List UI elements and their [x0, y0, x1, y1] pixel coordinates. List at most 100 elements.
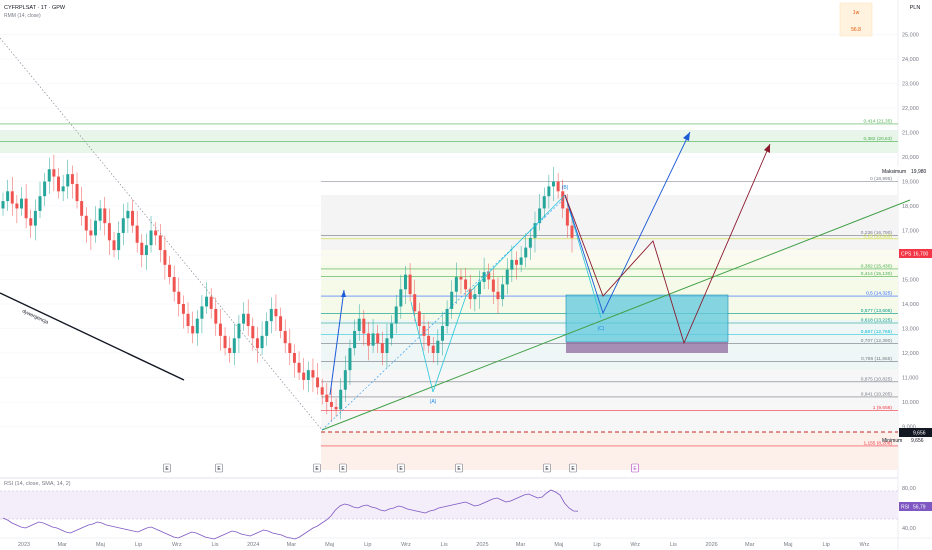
last-price-value: 9,656 [913, 431, 926, 437]
rsi-value-tag[interactable] [899, 502, 932, 511]
timeframe-label: 1w [853, 10, 860, 16]
candle-body [89, 230, 93, 236]
candle-body [66, 174, 70, 187]
time-tick-label: Wrz [860, 542, 870, 548]
wave-a-b-line[interactable] [432, 295, 467, 393]
candle-body [565, 208, 569, 226]
candle-body [135, 225, 139, 243]
impulse-arrow-line[interactable] [329, 289, 345, 396]
candle-body [255, 338, 259, 349]
fib-level-label: 0,707 (12,390) [861, 338, 893, 344]
fib-level-label: 0,618 (13,225) [861, 317, 893, 323]
price-axis-background[interactable] [898, 0, 932, 550]
event-marker[interactable] [215, 463, 223, 473]
event-marker-label: E [399, 466, 403, 472]
candle-body [191, 326, 195, 334]
wave-c-label: (C) [598, 326, 605, 332]
cps-price-tag[interactable] [899, 249, 932, 258]
candle-body [353, 330, 357, 349]
event-marker[interactable] [569, 463, 577, 473]
candle-body [75, 183, 79, 202]
last-price-tag[interactable] [899, 428, 932, 437]
wave-b-label: (B) [562, 185, 569, 191]
fib-level-label: 0,382 (15,430) [861, 263, 893, 269]
maximum-value: 19,980 [911, 169, 927, 175]
time-tick-label: 2025 [476, 542, 488, 548]
dotted-downtrend-line[interactable] [0, 37, 323, 431]
event-marker[interactable] [543, 463, 551, 473]
candle-body [422, 326, 426, 336]
candle-body [528, 237, 532, 248]
event-marker[interactable] [339, 463, 347, 473]
time-tick-label: 2024 [247, 542, 259, 548]
indicator-legend[interactable]: RMM (14, close) [4, 13, 41, 19]
candle-body [468, 289, 472, 300]
candle-body [29, 218, 33, 226]
fib-level-label: 0,875 (10,825) [861, 376, 893, 382]
price-tick-label: 17,000 [902, 229, 919, 235]
event-marker[interactable] [163, 463, 171, 473]
event-marker[interactable] [631, 463, 639, 473]
cps-label: CPS [901, 252, 912, 258]
time-tick-label: Mar [287, 542, 297, 548]
candle-series [1, 154, 574, 422]
time-tick-label: Lis [670, 542, 677, 548]
event-marker[interactable] [313, 463, 321, 473]
candle-body [385, 338, 389, 353]
support-zone-box[interactable] [565, 294, 729, 343]
impulse-arrow-head [341, 290, 346, 297]
currency-label: PLN [910, 5, 921, 11]
candle-body [20, 198, 24, 209]
candle-body [15, 203, 19, 209]
support-zone-lower-box[interactable] [566, 342, 728, 353]
candle-body [343, 370, 347, 390]
time-axis-labels: 2023 Mar Maj Lip Wrz Lis 2024 Mar Maj Lip Wrz Lis 20… [18, 542, 870, 548]
price-tick-label: 24,000 [902, 57, 919, 63]
candle-body [297, 362, 301, 373]
candle-body [52, 169, 56, 177]
candle-body [501, 284, 505, 300]
symbol-legend[interactable]: CYFRPLSAT · 1T · GPW [4, 5, 66, 11]
wave-pre-a-line[interactable] [410, 301, 434, 393]
candle-body [274, 308, 278, 317]
price-tick-label: 13,000 [902, 327, 919, 333]
candle-body [473, 294, 477, 300]
rsi-tag-value: 56,79 [913, 505, 926, 511]
candle-body [237, 323, 241, 339]
candle-body [570, 225, 574, 238]
candle-body [10, 191, 14, 204]
dotted-channel-line[interactable] [321, 194, 569, 431]
time-tick-label: 2023 [18, 542, 30, 548]
candle-body [348, 348, 352, 371]
candle-body [112, 240, 116, 251]
candle-body [24, 198, 28, 219]
fib-level-label: 0,667 (12,765) [861, 329, 893, 335]
price-tick-label: 18,000 [902, 204, 919, 210]
candle-body [163, 250, 167, 265]
candle-body [366, 333, 370, 346]
divergence-line[interactable] [0, 292, 185, 381]
bullish-projection-path[interactable] [564, 131, 691, 315]
rsi-line[interactable] [2, 489, 579, 540]
candle-body [218, 323, 222, 336]
alternate-projection-path[interactable] [564, 143, 771, 345]
price-tick-label: 25,000 [902, 33, 919, 39]
event-marker-label: E [315, 466, 319, 472]
candle-body [519, 257, 523, 265]
candle-body [533, 223, 537, 238]
candle-body [80, 201, 84, 216]
event-marker[interactable] [397, 463, 405, 473]
fib-level-label: 1 (9,656) [873, 405, 893, 411]
candle-body [431, 345, 435, 353]
timeframe-box[interactable] [839, 2, 873, 37]
candle-body [413, 294, 417, 312]
event-marker[interactable] [455, 463, 463, 473]
green-support-trendline[interactable] [321, 199, 911, 431]
wave-a-label: (A) [430, 399, 437, 405]
candle-body [279, 316, 283, 331]
time-tick-label: Wrz [401, 542, 411, 548]
candle-body [339, 389, 343, 410]
fib-zone-707-1 [321, 370, 898, 432]
candle-body [94, 220, 98, 236]
